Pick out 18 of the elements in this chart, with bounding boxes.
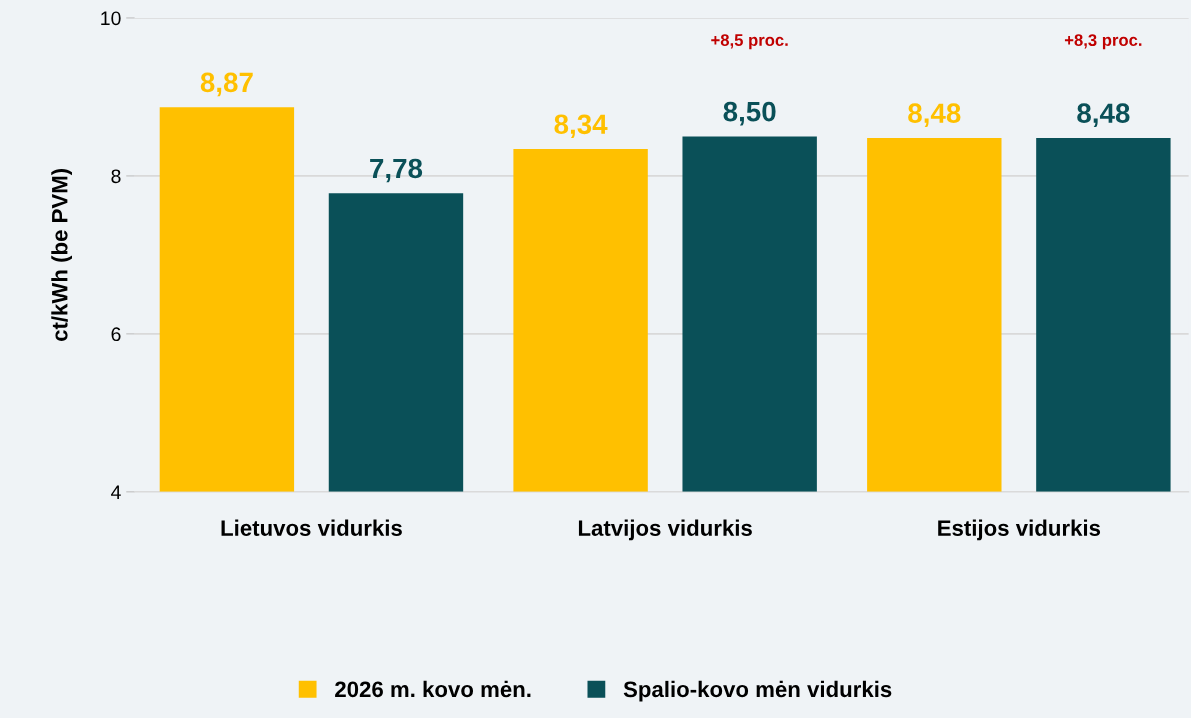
data-label: 7,78 bbox=[370, 158, 423, 183]
y-tick-label: 8 bbox=[111, 169, 121, 184]
data-label: 8,48 bbox=[908, 103, 961, 128]
annotation: +8,3 proc. bbox=[1064, 34, 1142, 50]
legend-label: 2026 m. kovo mėn. bbox=[335, 680, 531, 698]
x-tick-label: Estijos vidurkis bbox=[938, 519, 1101, 541]
y-axis-title: ct/kWh (be PVM) bbox=[51, 168, 72, 342]
data-label: 8,48 bbox=[1077, 103, 1130, 128]
x-tick-label: Lietuvos vidurkis bbox=[221, 519, 402, 536]
data-label: 8,50 bbox=[723, 101, 776, 126]
data-label: 8,87 bbox=[200, 72, 253, 97]
x-tick-label: Latvijos vidurkis bbox=[578, 519, 752, 541]
legend-label: Spalio-kovo mėn vidurkis bbox=[623, 680, 892, 702]
annotation: +8,5 proc. bbox=[711, 34, 788, 50]
y-tick-label: 10 bbox=[101, 11, 121, 26]
data-label: 8,34 bbox=[554, 114, 608, 139]
y-tick-label: 4 bbox=[111, 485, 121, 499]
y-tick-label: 6 bbox=[111, 327, 121, 342]
